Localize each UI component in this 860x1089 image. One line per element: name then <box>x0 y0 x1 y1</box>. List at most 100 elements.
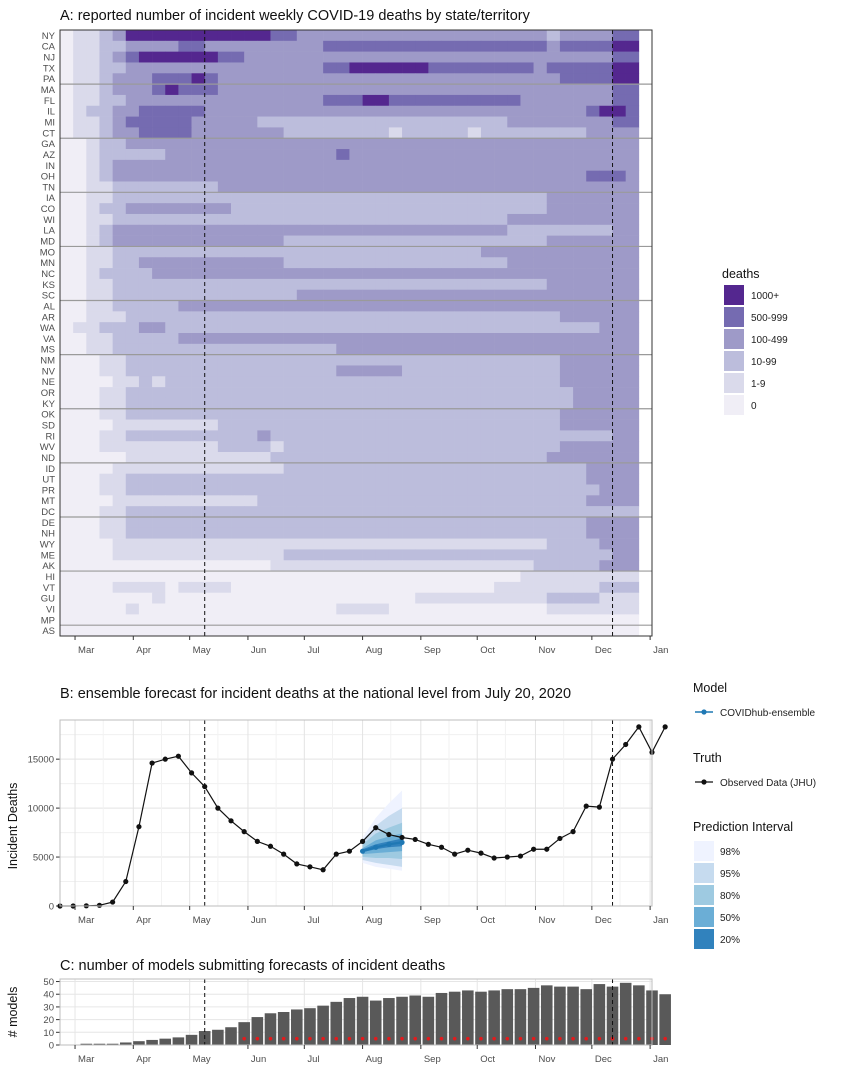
heatmap-cell <box>86 40 100 52</box>
heatmap-cell <box>375 138 390 150</box>
heatmap-cell <box>270 397 284 410</box>
heatmap-cell <box>191 614 206 626</box>
heatmap-cell <box>138 441 153 453</box>
heatmap-cell <box>244 149 258 161</box>
heatmap-cell <box>480 592 495 604</box>
heatmap-cell <box>336 495 350 507</box>
heatmap-cell <box>494 73 508 85</box>
heatmap-cell <box>441 549 455 561</box>
heatmap-cell <box>309 516 324 529</box>
model-count-bar <box>633 985 645 1045</box>
legend-pi-label: 95% <box>720 869 740 880</box>
heatmap-cell <box>573 365 587 377</box>
heatmap-cell <box>152 625 166 637</box>
heatmap-cell <box>388 592 403 604</box>
heatmap-cell <box>309 149 324 161</box>
heatmap-cell <box>244 235 258 247</box>
heatmap-cell <box>533 224 548 236</box>
heatmap-cell <box>60 235 74 247</box>
heatmap-cell <box>573 495 587 507</box>
heatmap-cell <box>454 149 469 161</box>
heatmap-cell <box>559 62 574 74</box>
legend-pi-label: 98% <box>720 847 740 858</box>
heatmap-cell <box>441 213 455 226</box>
heatmap-cell <box>520 408 534 420</box>
heatmap-cell <box>467 506 482 518</box>
heatmap-cell <box>138 224 153 236</box>
heatmap-cell <box>296 614 311 626</box>
heatmap-cell <box>599 257 613 269</box>
heatmap-cell <box>309 484 324 496</box>
heatmap-cell <box>375 127 390 139</box>
heatmap-cell <box>428 84 442 96</box>
heatmap-cell <box>270 246 284 258</box>
heatmap-cell <box>99 614 113 626</box>
heatmap-cell <box>99 354 113 366</box>
heatmap-cell <box>73 224 87 236</box>
heatmap-cell <box>86 213 100 226</box>
heatmap-cell <box>296 408 311 420</box>
heatmap-cell <box>467 311 482 323</box>
heatmap-cell <box>99 538 113 550</box>
heatmap-cell <box>323 452 337 464</box>
heatmap-cell <box>60 127 74 139</box>
heatmap-cell <box>283 127 298 139</box>
heatmap-cell <box>428 300 442 312</box>
heatmap-cell <box>415 560 429 572</box>
heatmap-cell <box>323 268 337 280</box>
heatmap-cell <box>204 452 219 464</box>
heatmap-cell <box>362 203 377 215</box>
heatmap-cell <box>599 181 613 193</box>
heatmap-cell <box>428 484 442 496</box>
heatmap-cell <box>152 257 166 269</box>
heatmap-cell <box>599 484 613 496</box>
y-tick-label: CO <box>41 204 55 215</box>
legend-swatch <box>724 351 744 371</box>
heatmap-cell <box>323 462 337 474</box>
heatmap-cell <box>362 343 377 355</box>
heatmap-cell <box>441 40 455 52</box>
heatmap-cell <box>165 116 179 128</box>
heatmap-cell <box>625 322 640 334</box>
heatmap-cell <box>507 203 521 215</box>
heatmap-cell <box>362 224 377 236</box>
heatmap-cell <box>336 62 350 74</box>
observed-point <box>517 853 524 859</box>
observed-point <box>162 756 168 762</box>
heatmap-cell <box>191 181 206 193</box>
heatmap-cell <box>112 62 127 74</box>
heatmap-cell <box>428 73 442 85</box>
heatmap-cell <box>191 441 206 453</box>
y-tick-label: CT <box>42 128 55 139</box>
heatmap-cell <box>73 365 87 377</box>
heatmap-cell <box>533 430 548 442</box>
heatmap-cell <box>60 538 74 550</box>
heatmap-cell <box>270 311 284 323</box>
heatmap-cell <box>520 289 534 301</box>
heatmap-cell <box>507 149 521 161</box>
heatmap-cell <box>60 278 74 291</box>
heatmap-cell <box>86 235 100 247</box>
observed-point <box>504 854 510 860</box>
heatmap-cell <box>415 73 429 85</box>
heatmap-cell <box>191 495 206 507</box>
heatmap-cell <box>388 495 403 507</box>
heatmap-cell <box>559 603 574 615</box>
heatmap-cell <box>191 419 206 431</box>
heatmap-cell <box>494 311 508 323</box>
heatmap-cell <box>494 246 508 258</box>
heatmap-cell <box>165 430 179 442</box>
heatmap-cell <box>231 354 245 366</box>
panel-a-border <box>59 29 653 637</box>
heatmap-cell <box>73 376 87 388</box>
heatmap-cell <box>336 560 350 572</box>
heatmap-cell <box>494 603 508 615</box>
heatmap-cell <box>546 419 561 431</box>
heatmap-cell <box>402 560 416 572</box>
heatmap-cell <box>454 51 469 63</box>
heatmap-cell <box>296 300 311 312</box>
x-tick-label: Jan <box>653 1054 668 1065</box>
heatmap-cell <box>178 51 192 63</box>
heatmap-cell <box>586 549 600 561</box>
heatmap-cell <box>573 560 587 572</box>
